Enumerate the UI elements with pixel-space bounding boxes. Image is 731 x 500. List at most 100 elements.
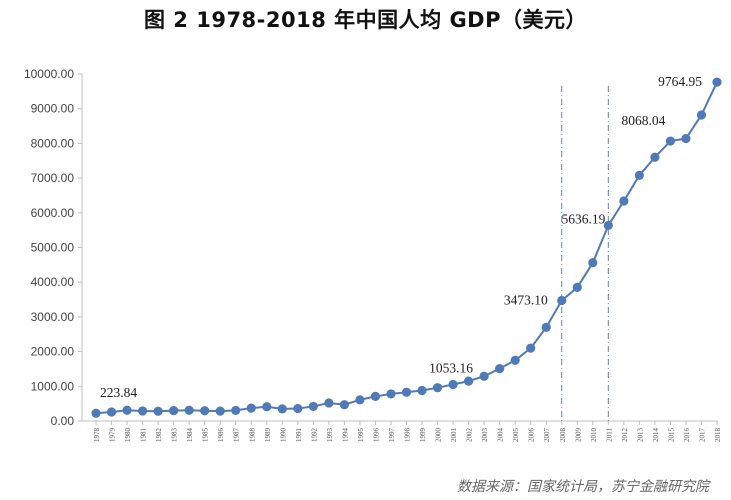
data-point (650, 152, 660, 162)
data-label: 1053.16 (429, 360, 473, 375)
x-tick-label: 1992 (310, 428, 318, 443)
y-tick-label: 0.00 (51, 414, 75, 428)
x-tick-label: 2008 (559, 428, 567, 443)
data-label: 9764.95 (658, 74, 702, 89)
x-tick-label: 2012 (621, 428, 629, 443)
y-tick-label: 6000.00 (31, 206, 75, 220)
data-point (91, 408, 101, 418)
data-point (153, 406, 163, 416)
data-point (464, 376, 474, 386)
x-tick-label: 1991 (295, 428, 303, 443)
data-point (696, 110, 707, 120)
x-tick-label: 2002 (466, 428, 474, 443)
x-tick-label: 1989 (264, 428, 272, 443)
x-tick-label: 2015 (667, 428, 675, 443)
series-line (95, 81, 718, 415)
data-point (495, 364, 505, 374)
data-label: 223.84 (100, 385, 137, 400)
data-point (293, 403, 303, 414)
x-tick-label: 2011 (605, 428, 613, 442)
data-point (386, 389, 396, 399)
data-point (106, 407, 117, 417)
x-tick-label: 1980 (124, 428, 132, 443)
data-point (448, 379, 458, 390)
x-tick-label: 2000 (435, 428, 443, 443)
x-tick-label: 1998 (404, 428, 412, 443)
data-point (665, 136, 676, 146)
y-tick-label: 3000.00 (31, 310, 75, 324)
y-tick-label: 2000.00 (31, 345, 75, 359)
x-tick-label: 1978 (93, 428, 101, 443)
x-tick-label: 2018 (714, 428, 722, 443)
data-label: 5636.19 (561, 211, 605, 226)
x-tick-label: 2016 (683, 428, 691, 443)
data-point (184, 405, 194, 415)
data-point (432, 383, 443, 393)
source-note: 数据来源：国家统计局，苏宁金融研究院 (457, 479, 709, 495)
x-tick-label: 1982 (155, 428, 163, 443)
x-tick-label: 1990 (279, 428, 287, 443)
x-tick-label: 1985 (202, 428, 210, 443)
x-tick-label: 2017 (698, 428, 706, 443)
data-point (277, 404, 287, 414)
data-point (370, 391, 381, 401)
y-tick-label: 1000.00 (31, 379, 75, 393)
y-tick-label: 10000.00 (24, 67, 74, 81)
data-point (262, 402, 272, 412)
data-point (401, 387, 412, 397)
x-tick-label: 2004 (497, 428, 505, 443)
data-point (339, 400, 349, 410)
y-tick-label: 8000.00 (31, 136, 75, 150)
data-point (231, 405, 241, 416)
data-point (572, 282, 582, 293)
data-point (215, 406, 225, 416)
data-point (681, 133, 691, 144)
data-point (246, 403, 256, 413)
data-point (355, 395, 365, 405)
y-tick-label: 9000.00 (31, 102, 75, 116)
data-point (603, 220, 613, 231)
chart-title: 图 2 1978-2018 年中国人均 GDP（美元） (143, 8, 588, 32)
x-tick-label: 1983 (171, 428, 179, 443)
x-tick-label: 1979 (109, 428, 117, 443)
data-point (712, 77, 722, 87)
data-point (541, 322, 551, 332)
y-tick-label: 7000.00 (31, 171, 75, 185)
x-tick-label: 2001 (450, 428, 458, 443)
data-label: 8068.04 (622, 113, 666, 128)
x-tick-label: 1987 (233, 428, 241, 443)
data-point (634, 170, 644, 180)
x-tick-label: 1984 (186, 428, 194, 443)
x-tick-label: 1993 (326, 428, 334, 443)
x-tick-label: 2006 (528, 428, 536, 443)
x-tick-label: 1996 (372, 428, 380, 443)
data-label: 3473.10 (504, 292, 548, 307)
data-point (557, 295, 567, 306)
y-tick-label: 5000.00 (31, 241, 75, 255)
y-tick-label: 4000.00 (31, 275, 75, 289)
x-tick-label: 2007 (543, 428, 551, 443)
data-point (137, 406, 148, 416)
x-tick-label: 2005 (512, 428, 520, 443)
data-point (479, 371, 489, 381)
data-point (169, 405, 179, 416)
data-point (200, 406, 210, 416)
x-tick-label: 1988 (248, 428, 256, 443)
x-tick-label: 2014 (652, 428, 660, 443)
data-point (417, 385, 427, 396)
data-point (122, 405, 132, 415)
data-point (308, 401, 318, 412)
x-tick-label: 2003 (481, 428, 489, 443)
x-tick-label: 1999 (419, 428, 427, 443)
x-tick-label: 1995 (357, 428, 365, 443)
data-point (526, 343, 536, 353)
x-tick-label: 2013 (636, 428, 644, 443)
x-tick-label: 1994 (341, 428, 349, 443)
x-tick-label: 2009 (574, 428, 582, 443)
data-point (324, 398, 334, 408)
data-point (619, 196, 629, 206)
x-tick-label: 1997 (388, 428, 396, 443)
data-point (588, 258, 598, 268)
x-tick-label: 2010 (590, 428, 598, 443)
